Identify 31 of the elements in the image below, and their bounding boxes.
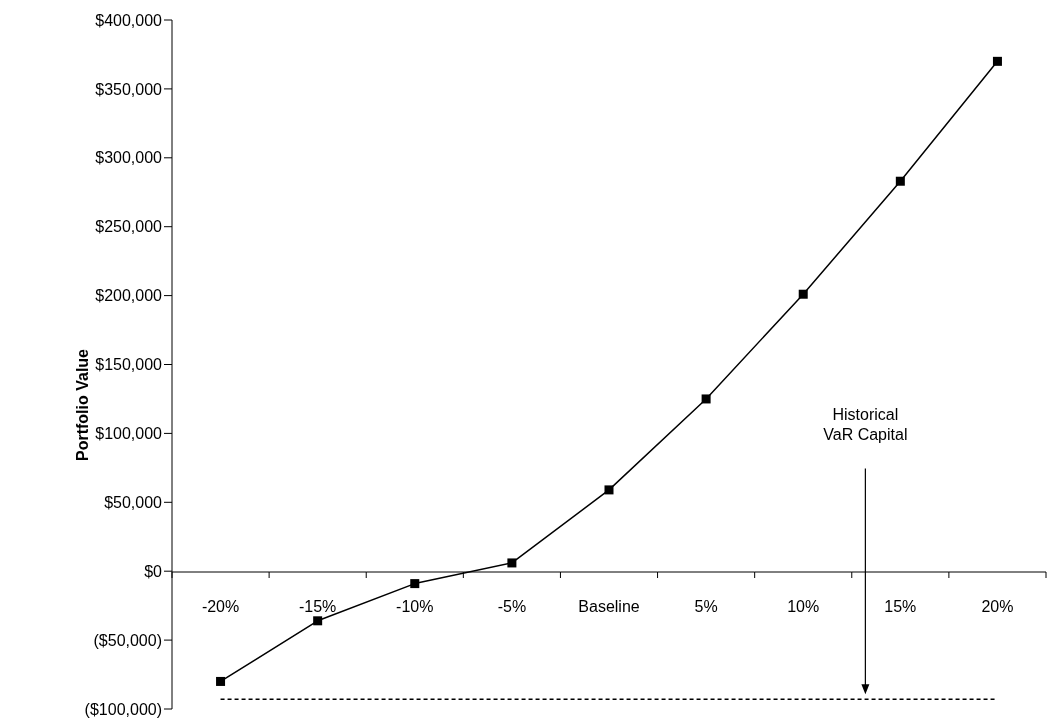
y-tick-label: $300,000 <box>95 149 163 167</box>
point <box>701 394 711 404</box>
y-tick-label: $100,000 <box>95 425 163 443</box>
x-tick-label: -20% <box>201 598 240 615</box>
y-axis-title: Portfolio Value <box>74 348 91 462</box>
point <box>410 579 420 589</box>
point <box>798 289 808 299</box>
x-tick-label: -10% <box>396 598 434 615</box>
point <box>604 485 614 495</box>
point <box>216 676 226 686</box>
y-tick-label: $350,000 <box>95 80 163 98</box>
ref-line-label: Historical VaR Capital <box>823 406 908 444</box>
x-tick-label: 5% <box>694 598 718 615</box>
x-tick-label: -15% <box>298 598 337 615</box>
point <box>895 176 905 186</box>
y-tick-label: $200,000 <box>95 287 163 305</box>
y-tick-label: $150,000 <box>95 356 163 374</box>
y-tick-label: ($100,000) <box>84 700 162 718</box>
point <box>992 56 1002 66</box>
x-tick-label: -5% <box>497 598 527 615</box>
x-tick-label: 10% <box>787 598 820 615</box>
y-tick-label: $400,000 <box>95 11 163 29</box>
y-tick-label: $0 <box>144 562 163 580</box>
y-tick-label: $50,000 <box>104 493 163 511</box>
point <box>313 616 323 626</box>
x-tick-label: 15% <box>884 598 917 615</box>
point <box>507 558 517 568</box>
y-tick-label: ($50,000) <box>93 631 162 649</box>
x-tick-label: 20% <box>981 598 1014 615</box>
x-tick-label: Baseline <box>578 598 640 615</box>
y-tick-label: $250,000 <box>95 218 163 236</box>
